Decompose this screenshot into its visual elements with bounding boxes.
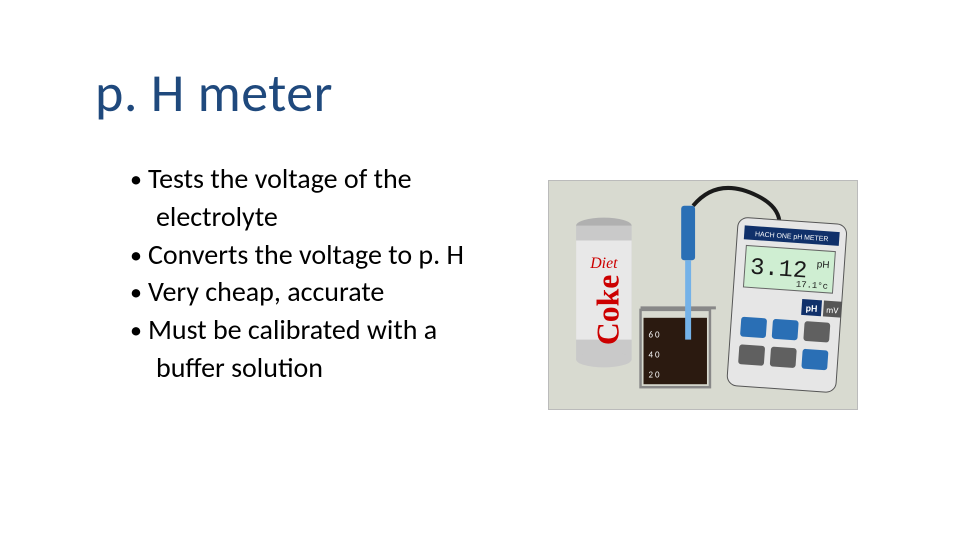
meter-reading-unit: pH (816, 259, 829, 271)
bullet-item: •Must be calibrated with a (130, 311, 500, 349)
bullet-dot-icon: • (130, 241, 142, 270)
meter-button (801, 349, 828, 371)
meter-mv-label: mV (826, 306, 840, 317)
bullet-text: Converts the voltage to p. H (148, 237, 464, 272)
meter-button (803, 321, 830, 343)
bullet-item: •Very cheap, accurate (130, 273, 500, 311)
bullet-dot-icon: • (130, 316, 142, 345)
can-label-main: Coke (591, 275, 626, 346)
bullet-text: Tests the voltage of the (148, 161, 412, 196)
meter-button (772, 319, 799, 341)
bullet-dot-icon: • (130, 165, 142, 194)
slide-title: p. H meter (95, 60, 333, 126)
meter-button (738, 344, 765, 366)
bullet-text: Very cheap, accurate (148, 274, 384, 309)
can-label-top: Diet (589, 255, 618, 272)
diet-coke-can-icon: Diet Coke (576, 218, 632, 368)
beaker-icon: 6 0 4 0 2 0 (641, 308, 716, 387)
beaker-grad-mark: 4 0 (648, 350, 660, 360)
ph-meter-photo: Diet Coke 6 0 4 0 2 0 (548, 180, 858, 410)
bullet-text-continuation: electrolyte (130, 198, 500, 236)
bullet-text: Must be calibrated with a (148, 312, 437, 347)
beaker-grad-mark: 6 0 (648, 331, 660, 341)
meter-button (740, 317, 767, 339)
ph-meter-device-icon: HACH ONE pH METER 3.12 pH 17.1°c pH mV (727, 217, 848, 393)
ph-meter-illustration: Diet Coke 6 0 4 0 2 0 (549, 181, 857, 409)
bullet-item: •Tests the voltage of the (130, 160, 500, 198)
bullet-list: •Tests the voltage of the electrolyte •C… (130, 160, 500, 387)
meter-button (770, 347, 797, 369)
bullet-dot-icon: • (130, 278, 142, 307)
slide: p. H meter •Tests the voltage of the ele… (0, 0, 960, 540)
beaker-grad-mark: 2 0 (648, 370, 660, 380)
bullet-item: •Converts the voltage to p. H (130, 236, 500, 274)
meter-ph-label: pH (805, 302, 817, 315)
bullet-text-continuation: buffer solution (130, 349, 500, 387)
